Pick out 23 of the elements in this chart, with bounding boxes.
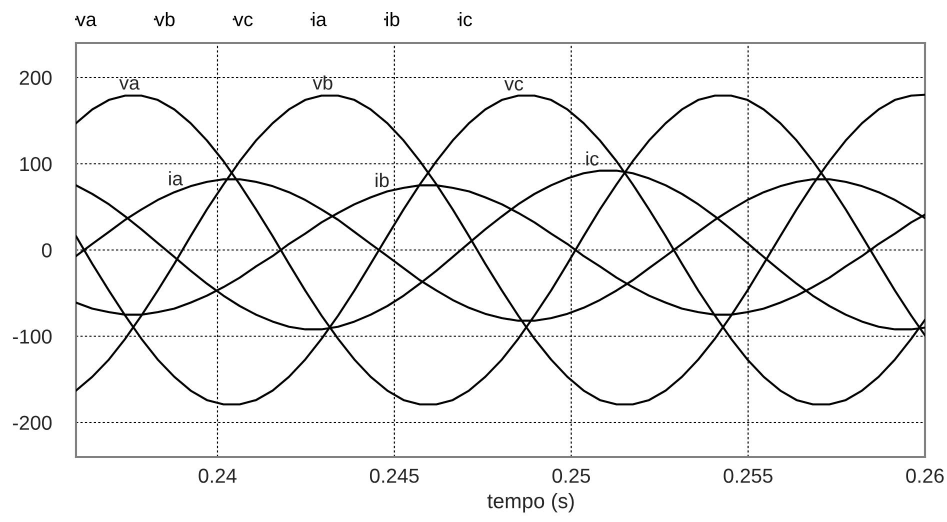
x-tick-label: 0.25 [552,468,590,483]
y-tick-label: -200 [12,416,52,430]
x-tick-label: 0.255 [724,468,772,483]
annotation: vc [504,80,524,91]
legend-label: va [76,16,97,26]
annotation: ia [169,171,183,186]
legend-label: vc [234,16,253,26]
y-tick-label: 100 [20,156,52,172]
x-tick-label: 0.24 [198,468,237,483]
x-tick-label: 0.26 [906,468,944,483]
annotation: ic [586,151,599,166]
annotation: vb [312,75,332,90]
x-tick-label: 0.245 [370,468,419,483]
y-tick-label: -100 [12,329,52,344]
x-axis-title: tempo (s) [487,493,574,512]
y-tick-label: 200 [20,70,52,85]
legend-label: vb [154,12,175,26]
legend-label: ic [460,12,472,26]
legend-label: ib [386,12,400,26]
y-tick-label: 0 [42,243,52,258]
annotation: ib [376,172,389,188]
legend-label: ia [312,12,327,26]
annotation: va [119,79,140,90]
